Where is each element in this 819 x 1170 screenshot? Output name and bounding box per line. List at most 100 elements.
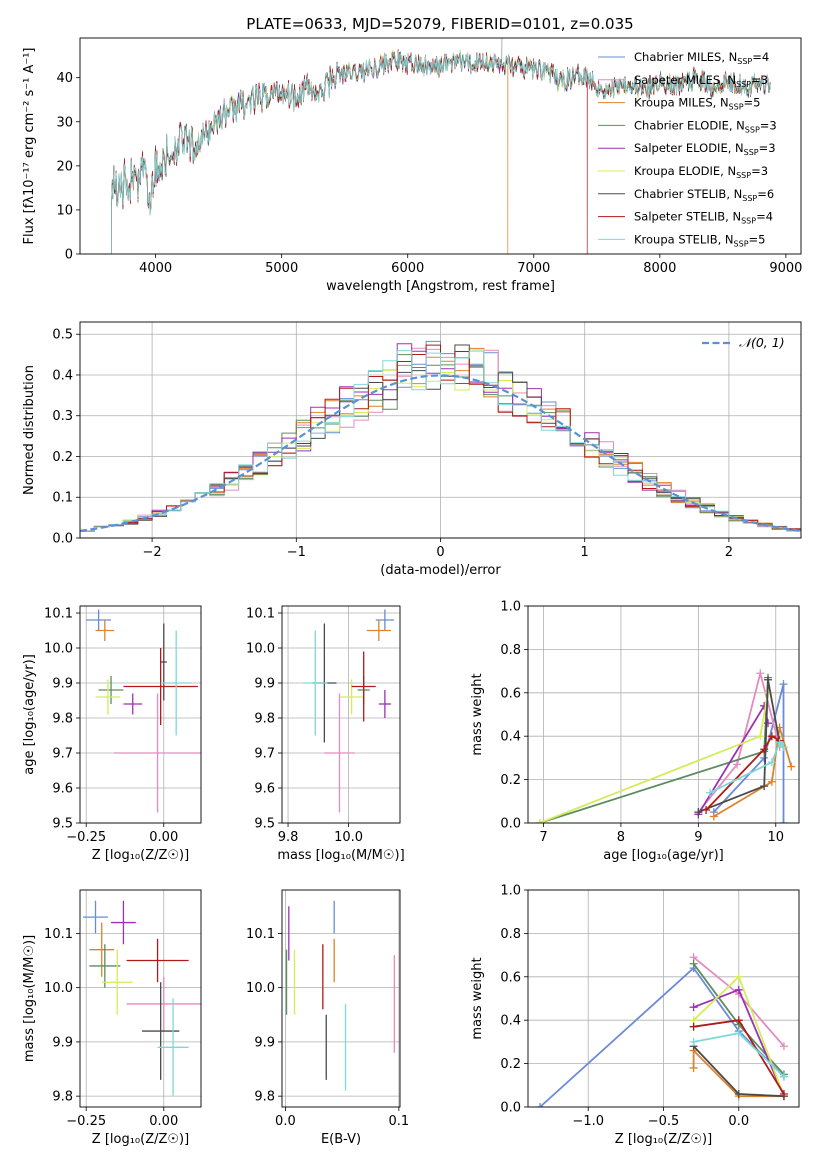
massweight-vs-age-panel: 7 8 9 10 0.0 0.2 0.4 0.6 0.8 1.0 age [log₁₀(age/yr…: [470, 600, 800, 863]
weight-series: [535, 688, 773, 823]
axes-frame: [281, 605, 401, 824]
data-point: [86, 609, 112, 631]
x-tick-label: 7000: [517, 261, 550, 276]
y-tick-label: 0.2: [500, 773, 521, 788]
weight-marker: [787, 762, 796, 771]
weight-marker: [734, 985, 743, 994]
plot-area: [86, 609, 201, 813]
legend: 𝒩(0, 1): [702, 335, 785, 350]
x-tick-label: 5000: [265, 261, 298, 276]
plot-area: [285, 900, 395, 1091]
data-point: [126, 938, 189, 983]
axes-frame: [281, 889, 401, 1108]
legend-label: Salpeter ELODIE, NSSP=3: [634, 141, 776, 157]
y-tick-label: 0.4: [500, 730, 521, 745]
data-point: [101, 949, 133, 1015]
weight-marker: [760, 745, 769, 754]
y-tick-label: 9.6: [254, 782, 275, 797]
y-axis-label: Normed distribution: [22, 365, 37, 495]
age-vs-mass-panel: 9.8 10.0 9.5 9.6 9.7 9.8 9.9 10.0 10.1 mass [log₁…: [246, 605, 405, 863]
chart-title: PLATE=0633, MJD=52079, FIBERID=0101, z=0…: [246, 15, 633, 33]
y-tick-label: 9.9: [52, 677, 73, 692]
y-tick-label: 10.0: [44, 642, 73, 657]
y-tick-label: 0.5: [52, 328, 73, 343]
data-point: [83, 900, 108, 934]
weight-line: [697, 678, 781, 813]
y-axis-label: Flux [fλ10⁻¹⁷ erg cm⁻² s⁻¹ A⁻¹]: [22, 48, 37, 245]
weight-line: [713, 683, 785, 823]
y-tick-label: 0.3: [52, 409, 73, 424]
y-tick-label: 10.0: [246, 981, 275, 996]
legend-label: Salpeter MILES, NSSP=3: [634, 73, 768, 89]
axis-ticks: 4000 5000 6000 7000 8000 9000 0 10 20 30 40: [56, 71, 802, 276]
axes-frame: [79, 37, 802, 255]
y-tick-label: 0.6: [500, 686, 521, 701]
x-tick-label: −1.0: [572, 1114, 604, 1129]
data-point: [123, 693, 143, 715]
weight-marker: [756, 732, 765, 741]
weight-marker: [689, 1037, 698, 1046]
y-tick-label: 40: [56, 71, 73, 86]
weight-marker: [760, 782, 769, 791]
data-point: [160, 623, 167, 701]
y-tick-label: 10.1: [246, 927, 275, 942]
data-point: [89, 944, 121, 988]
x-tick-label: 0.0: [728, 1114, 749, 1129]
weight-marker: [689, 1022, 698, 1031]
weight-marker: [779, 1089, 788, 1098]
weight-marker: [734, 1016, 743, 1025]
weight-marker: [767, 758, 776, 767]
y-tick-label: 9.9: [254, 677, 275, 692]
data-point: [351, 651, 376, 722]
y-tick-label: 0.2: [500, 1057, 521, 1072]
x-tick-label: 8: [617, 830, 625, 845]
y-tick-label: 1.0: [500, 600, 521, 615]
y-tick-label: 9.8: [52, 712, 73, 727]
weight-marker: [767, 732, 776, 741]
x-tick-label: 0: [436, 545, 444, 560]
legend-label: Kroupa ELODIE, NSSP=3: [634, 164, 768, 180]
mass-vs-metallicity-panel: −0.25 0.00 9.8 9.9 10.0 10.1 Z [log₁₀(Z/Z☉)] ma…: [22, 889, 202, 1147]
x-axis-label: mass [log₁₀(M/M☉)]: [277, 848, 404, 863]
residual-histogram-panel: −2 −1 0 1 2 0.0 0.1 0.2 0.3 0.4 0.5 (data-model)/er…: [22, 321, 802, 578]
weight-line: [539, 677, 769, 823]
x-tick-label: 10.0: [334, 830, 363, 845]
x-tick-label: 0.1: [389, 1114, 410, 1129]
x-tick-label: 7: [539, 830, 547, 845]
data-point: [339, 679, 364, 715]
y-tick-label: 10.0: [44, 981, 73, 996]
axes-frame: [527, 889, 800, 1108]
x-tick-label: 0.00: [149, 1114, 178, 1129]
data-point: [160, 630, 192, 736]
spectrum-line: [111, 50, 771, 216]
y-tick-label: 0.0: [500, 1101, 521, 1116]
data-point: [111, 900, 136, 945]
y-tick-label: 10.0: [246, 642, 275, 657]
x-tick-label: 0.00: [149, 830, 178, 845]
data-point: [98, 676, 124, 704]
weight-marker: [764, 675, 773, 684]
y-tick-label: 0.2: [52, 450, 73, 465]
x-tick-label: 8000: [643, 261, 676, 276]
y-tick-label: 9.7: [254, 747, 275, 762]
weight-line: [709, 741, 785, 794]
weight-marker: [733, 760, 742, 769]
y-axis-label: age [log₁₀(age/yr)]: [22, 654, 37, 775]
plot-area: [303, 609, 394, 813]
plot-area: [111, 38, 771, 254]
x-tick-label: −2: [143, 545, 162, 560]
data-point: [114, 693, 201, 813]
y-tick-label: 0.4: [52, 368, 73, 383]
plot-area: [535, 669, 796, 823]
plot-area: [83, 900, 201, 1097]
y-tick-label: 9.5: [52, 817, 73, 832]
x-tick-label: 6000: [391, 261, 424, 276]
x-tick-label: 4000: [139, 261, 172, 276]
weight-marker: [764, 719, 773, 728]
x-axis-label: Z [log₁₀(Z/Z☉)]: [615, 1132, 712, 1147]
data-point: [123, 648, 198, 725]
x-tick-label: −0.5: [648, 1114, 680, 1129]
x-tick-label: −0.25: [66, 1114, 106, 1129]
weight-marker: [779, 1042, 788, 1051]
